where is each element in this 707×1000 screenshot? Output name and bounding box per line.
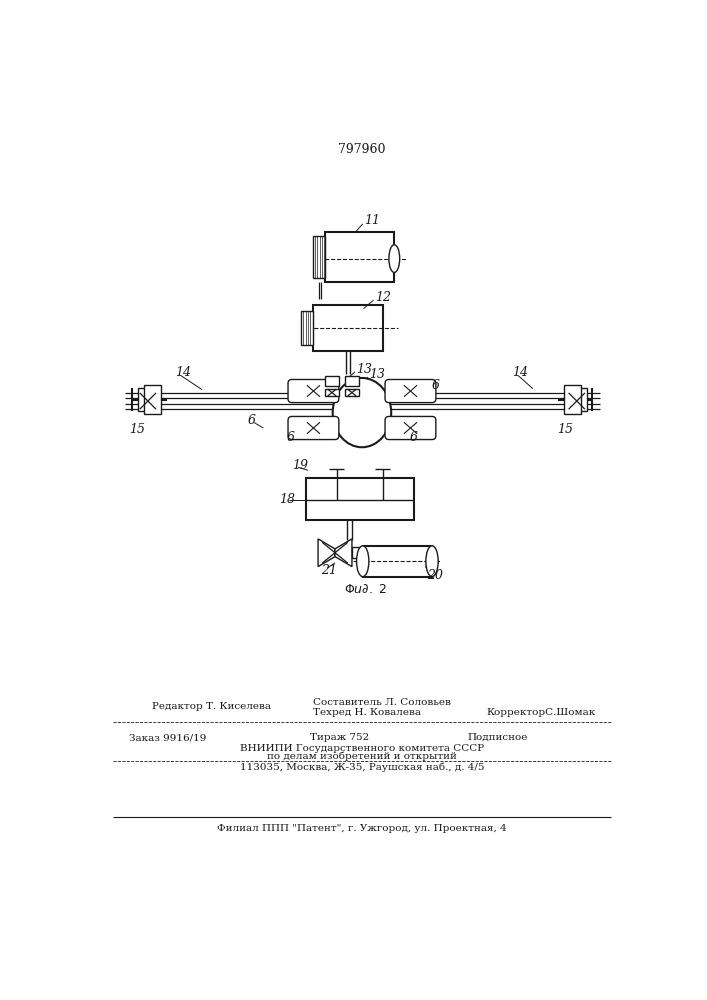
Bar [363, 546, 432, 577]
Text: 15: 15 [129, 423, 145, 436]
Text: Тираж 752: Тираж 752 [310, 733, 369, 742]
Ellipse shape [426, 546, 438, 577]
Text: Редактор Т. Киселева: Редактор Т. Киселева [152, 702, 271, 711]
Bar [570, 388, 587, 411]
Text: $\Phi u\partial.\ 2$: $\Phi u\partial.\ 2$ [344, 583, 387, 596]
Bar [313, 305, 382, 351]
Text: 13: 13 [369, 368, 385, 381]
Text: Заказ 9916/19: Заказ 9916/19 [129, 733, 206, 742]
Text: 6: 6 [286, 431, 295, 444]
Text: 113035, Москва, Ж-35, Раушская наб., д. 4/5: 113035, Москва, Ж-35, Раушская наб., д. … [240, 762, 484, 772]
Text: КорректорС.Шомак: КорректорС.Шомак [486, 708, 596, 717]
Bar [312, 235, 325, 278]
Text: 797960: 797960 [338, 143, 386, 156]
Text: Техред Н. Ковалева: Техред Н. Ковалева [313, 708, 421, 717]
Bar [325, 376, 339, 386]
Text: 20: 20 [426, 569, 443, 582]
Ellipse shape [389, 245, 399, 272]
Ellipse shape [356, 546, 369, 577]
Text: 11: 11 [364, 214, 380, 227]
Bar [301, 311, 313, 345]
Text: 18: 18 [279, 493, 295, 506]
Text: 12: 12 [375, 291, 391, 304]
Text: ВНИИПИ Государственного комитета СССР: ВНИИПИ Государственного комитета СССР [240, 744, 484, 753]
Text: Подписное: Подписное [467, 733, 528, 742]
Text: по делам изобретений и открытий: по делам изобретений и открытий [267, 751, 457, 761]
Text: Составитель Л. Соловьев: Составитель Л. Соловьев [313, 698, 451, 707]
Bar [138, 388, 155, 411]
Bar [345, 376, 359, 386]
Bar [563, 385, 580, 414]
Bar [345, 389, 359, 396]
Text: 6: 6 [409, 431, 418, 444]
Text: 21: 21 [321, 564, 337, 577]
Ellipse shape [333, 378, 391, 447]
Bar [144, 385, 161, 414]
Text: 19: 19 [292, 459, 308, 472]
Text: 14: 14 [512, 366, 528, 379]
FancyBboxPatch shape [385, 379, 436, 403]
FancyBboxPatch shape [288, 379, 339, 403]
Bar [352, 547, 363, 558]
Text: 15: 15 [557, 423, 573, 436]
Polygon shape [318, 539, 335, 567]
Text: 6: 6 [248, 414, 256, 427]
Text: 13: 13 [356, 363, 372, 376]
FancyBboxPatch shape [385, 416, 436, 440]
Bar [325, 232, 395, 282]
Text: 6: 6 [432, 379, 440, 392]
Bar [325, 389, 339, 396]
Text: 14: 14 [175, 366, 191, 379]
Text: Филиал ППП "Патент", г. Ужгород, ул. Проектная, 4: Филиал ППП "Патент", г. Ужгород, ул. Про… [217, 824, 507, 833]
Polygon shape [335, 539, 352, 567]
Bar [305, 478, 414, 520]
FancyBboxPatch shape [288, 416, 339, 440]
